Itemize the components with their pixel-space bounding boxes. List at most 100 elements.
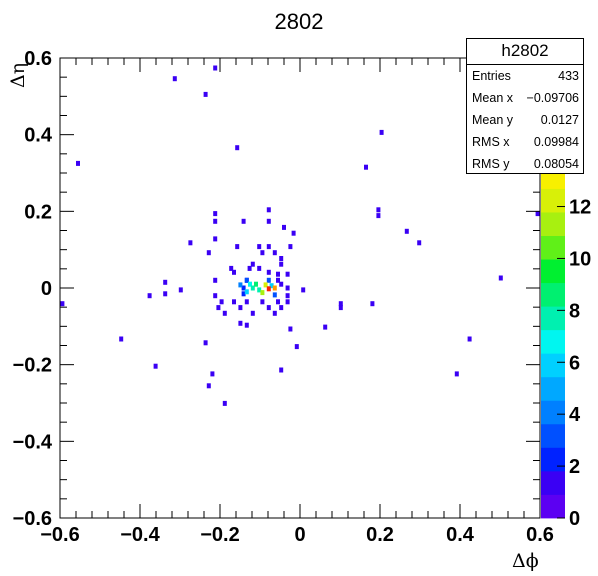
heatmap-cell	[272, 310, 277, 316]
heatmap-cells	[60, 65, 540, 406]
heatmap-cell	[417, 240, 422, 246]
heatmap-cell	[247, 265, 252, 271]
color-scale-bar	[541, 165, 565, 519]
heatmap-cell	[238, 320, 243, 326]
heatmap-cell	[203, 91, 208, 97]
heatmap-cell	[254, 281, 258, 287]
heatmap-cell	[370, 301, 375, 307]
heatmap-cell	[279, 261, 284, 267]
stats-value: 0.09984	[533, 135, 579, 149]
color-scale-segment	[541, 447, 565, 472]
heatmap-cell	[276, 299, 280, 305]
heatmap-cell	[147, 293, 152, 299]
heatmap-cell	[276, 271, 280, 277]
heatmap-cell	[279, 305, 284, 311]
color-scale-segment	[541, 494, 565, 519]
stats-row-entries: Entries 433	[467, 65, 583, 87]
z-tick-label: 2	[569, 456, 580, 478]
heatmap-cell	[498, 275, 503, 281]
heatmap-cell	[241, 291, 246, 297]
color-scale-segment	[541, 282, 565, 307]
x-tick-label: 0	[294, 524, 305, 546]
heatmap-cell	[250, 285, 255, 291]
heatmap-cell	[266, 277, 271, 283]
heatmap-cell	[213, 277, 218, 283]
color-scale-segment	[541, 376, 565, 401]
heatmap-cell	[282, 224, 286, 230]
x-tick-label: −0.4	[120, 524, 160, 546]
heatmap-cell	[206, 250, 211, 256]
heatmap-cell	[213, 65, 218, 71]
heatmap-cell	[232, 269, 236, 275]
y-tick-label: 0	[41, 278, 52, 300]
color-scale-segment	[541, 423, 565, 448]
stats-row-rms-y: RMS y 0.08054	[467, 153, 583, 175]
heatmap-cell	[279, 256, 284, 261]
z-tick-label: 4	[569, 404, 581, 426]
heatmap-cell	[338, 301, 343, 307]
heatmap-cell	[213, 211, 218, 217]
heatmap-cell	[238, 282, 243, 288]
heatmap-cell	[263, 282, 268, 288]
heatmap-cell	[76, 160, 80, 166]
color-scale-segment	[541, 188, 565, 213]
heatmap-cell	[294, 344, 299, 350]
stats-row-rms-x: RMS x 0.09984	[467, 131, 583, 153]
heatmap-cell	[238, 305, 243, 311]
heatmap-cell	[260, 250, 265, 256]
heatmap-cell	[172, 76, 177, 82]
heatmap-cell	[219, 299, 224, 305]
heatmap-cell	[232, 299, 236, 305]
heatmap-cell	[266, 305, 271, 311]
stats-label: Mean y	[472, 113, 513, 127]
heatmap-cell	[276, 277, 280, 283]
heatmap-cell	[291, 230, 296, 236]
heatmap-cell	[266, 207, 271, 213]
heatmap-cell	[266, 218, 271, 224]
heatmap-cell	[323, 324, 328, 330]
heatmap-cell	[269, 283, 274, 289]
heatmap-cell	[272, 292, 277, 298]
stats-value: 0.08054	[533, 157, 579, 171]
heatmap-cell	[338, 305, 343, 311]
y-axis-label: Δη	[7, 63, 29, 88]
stats-label: Mean x	[472, 91, 513, 105]
heatmap-cell	[257, 244, 262, 250]
stats-value: 0.0127	[540, 113, 579, 127]
stats-label: RMS y	[472, 157, 510, 171]
z-tick-label: 0	[569, 508, 580, 530]
heatmap-cell	[213, 236, 218, 242]
heatmap-cell	[244, 289, 249, 295]
y-tick-label: 0.4	[24, 125, 53, 147]
color-scale-segment	[541, 353, 565, 378]
heatmap-cell	[272, 285, 277, 291]
heatmap-cell	[257, 287, 262, 293]
heatmap-cell	[364, 164, 368, 170]
heatmap-cell	[288, 326, 293, 332]
heatmap-cell	[301, 287, 306, 293]
heatmap-cell	[266, 244, 271, 250]
z-tick-label: 10	[569, 248, 591, 270]
heatmap-cell	[222, 310, 227, 316]
color-scale-segment	[541, 259, 565, 284]
heatmap-cell	[163, 279, 168, 285]
stats-row-mean-x: Mean x −0.09706	[467, 87, 583, 109]
heatmap-cell	[279, 281, 284, 287]
heatmap-cell	[285, 271, 290, 277]
heatmap-cell	[535, 211, 540, 217]
heatmap-cell	[272, 250, 277, 256]
color-scale-segment	[541, 400, 565, 425]
y-tick-label: −0.4	[13, 431, 53, 453]
x-tick-label: 0.6	[526, 524, 554, 546]
heatmap-cell	[250, 310, 255, 316]
heatmap-cell	[376, 213, 381, 219]
heatmap-cell	[210, 371, 215, 377]
y-tick-label: 0.2	[24, 201, 52, 223]
stats-box: h2802 Entries 433 Mean x −0.09706 Mean y…	[466, 38, 584, 174]
heatmap-cell	[188, 240, 193, 246]
heatmap-cell	[379, 129, 384, 135]
y-axis-tick-labels: 0.6 0.4 0.2 0 −0.2 −0.4 −0.6	[13, 48, 53, 530]
x-axis-tick-labels: −0.6 −0.4 −0.2 0 0.2 0.4 0.6	[40, 524, 554, 546]
heatmap-cell	[213, 293, 218, 299]
